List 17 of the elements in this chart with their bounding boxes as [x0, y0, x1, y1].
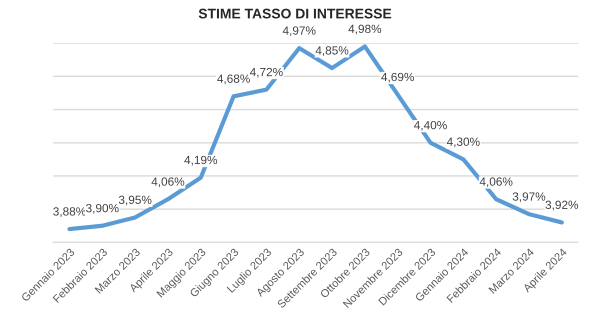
data-label: 4,69%	[381, 72, 414, 83]
data-label: 4,97%	[282, 26, 316, 36]
data-label: 3,88%	[53, 207, 86, 218]
data-label: 4,06%	[480, 177, 512, 188]
data-label: 4,68%	[217, 74, 250, 84]
data-label: 4,19%	[184, 156, 218, 166]
data-label: 3,90%	[86, 204, 119, 214]
data-label: 3,95%	[118, 196, 152, 206]
data-label: 4,06%	[152, 177, 184, 188]
data-label: 3,97%	[512, 192, 546, 202]
data-label: 4,72%	[250, 68, 283, 78]
data-label: 4,85%	[316, 46, 348, 56]
data-label: 4,30%	[446, 138, 480, 148]
data-label: 3,92%	[546, 200, 578, 210]
data-label: 4,40%	[414, 120, 447, 131]
chart-title: STIME TASSO DI INTERESSE	[198, 8, 392, 18]
data-label: 4,98%	[348, 24, 382, 34]
